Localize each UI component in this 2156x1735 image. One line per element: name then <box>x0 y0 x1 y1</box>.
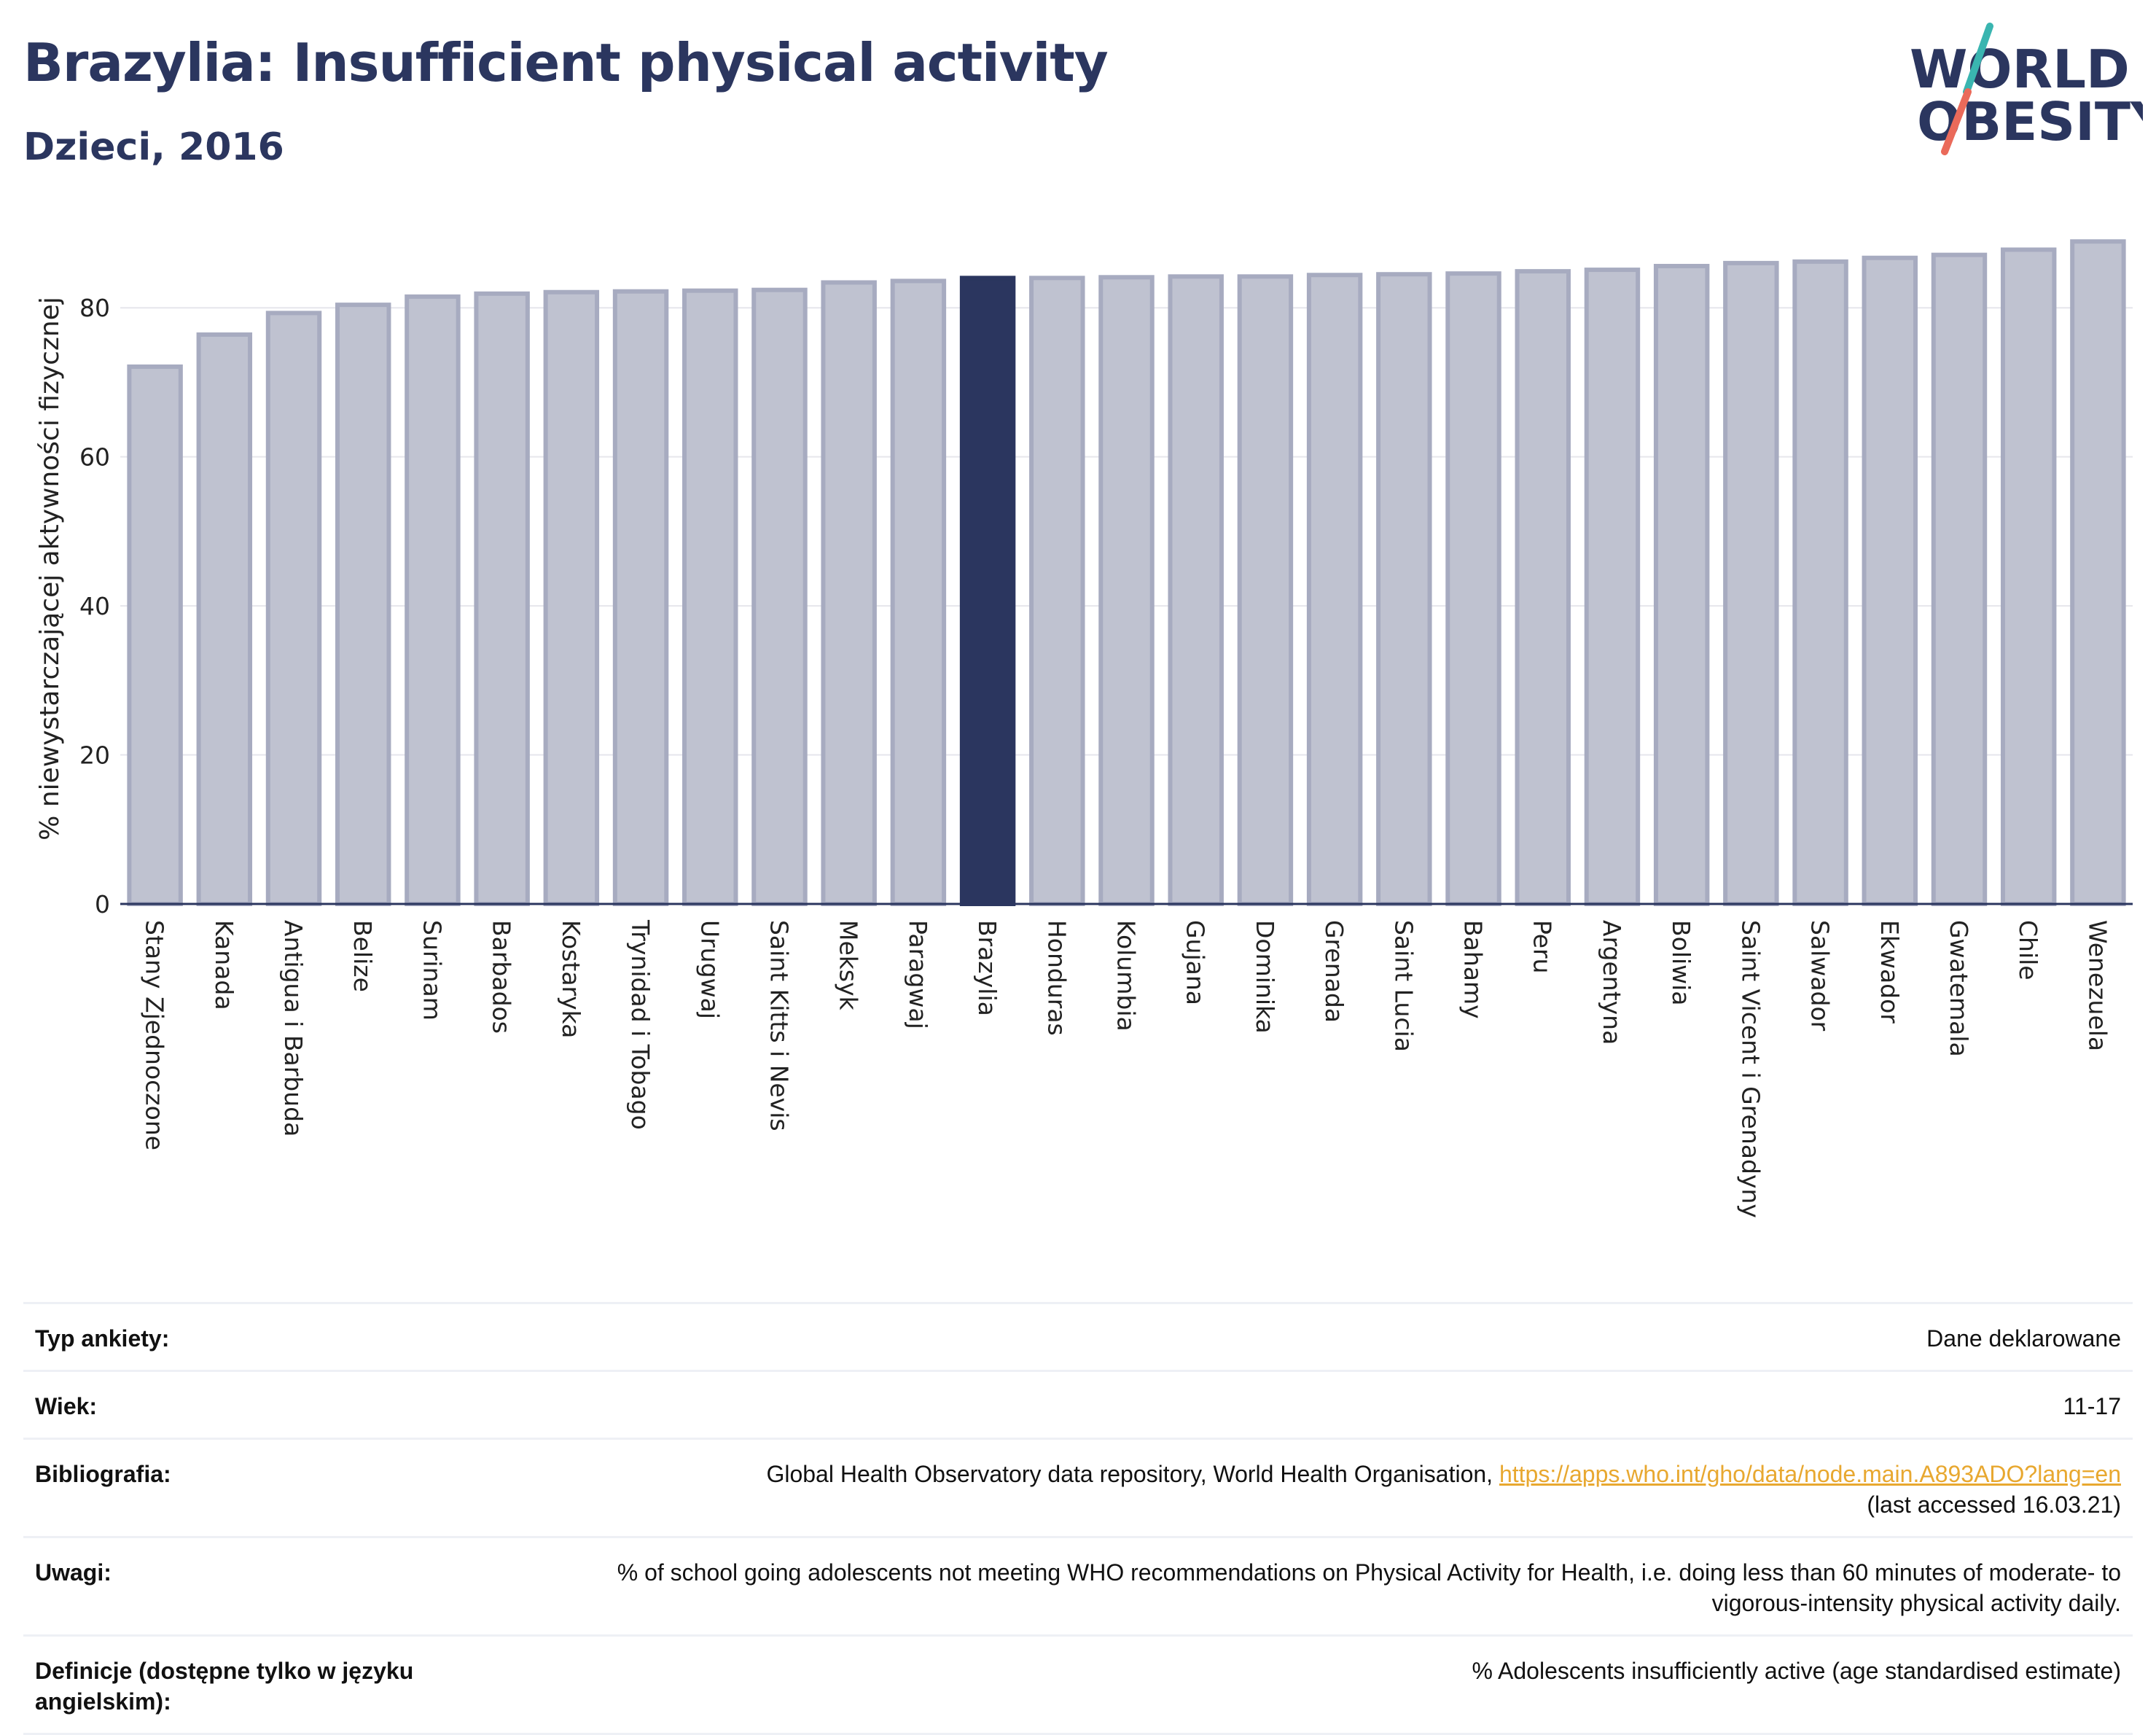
x-axis-ticks: Stany Zjednoczone Kanada Antigua i Barbuda… <box>141 919 2112 1218</box>
note-value-text: % Adolescents insufficiently active (age… <box>1472 1658 2121 1684</box>
note-value: Global Health Observatory data repositor… <box>766 1459 2121 1520</box>
page-title: Brazylia: Insufficient physical activity <box>23 32 1109 93</box>
bar <box>1168 274 1224 907</box>
note-row: Wiek: 11-17 <box>23 1370 2133 1438</box>
x-tick-label: Chile <box>2014 920 2042 980</box>
x-tick-label: Honduras <box>1042 920 1071 1036</box>
x-tick-label: Saint Lucia <box>1389 920 1418 1052</box>
note-label: Uwagi: <box>35 1559 112 1586</box>
x-tick-label: Saint Kitts i Nevis <box>765 920 793 1131</box>
note-row: Bibliografia: Global Health Observatory d… <box>23 1438 2133 1536</box>
bar <box>1931 252 1988 906</box>
x-tick-label: Grenada <box>1320 920 1348 1023</box>
y-axis-ticks: 0 20 40 60 80 <box>79 294 110 919</box>
bar <box>196 332 253 906</box>
x-tick-label: Urugwaj <box>695 920 724 1019</box>
x-tick-label: Meksyk <box>835 920 863 1011</box>
x-tick-label: Belize <box>348 920 377 992</box>
bar <box>1237 274 1294 907</box>
note-label: Typ ankiety: <box>35 1325 170 1352</box>
bar <box>751 287 808 906</box>
note-value: Dane deklarowane <box>1926 1323 2121 1354</box>
logo-word-world: WORLD <box>1910 39 2130 100</box>
x-tick-label: Ekwador <box>1875 920 1904 1024</box>
x-tick-label: Brazylia <box>973 920 1001 1016</box>
world-obesity-logo: WORLD OBESITY <box>1910 23 2143 155</box>
bar-chart: 0 20 40 60 80 Stany Zjednoczone Kanada Antigua… <box>35 239 2133 1218</box>
logo-slash-coral <box>1941 88 1972 155</box>
bar <box>1306 273 1363 906</box>
notes-table: Typ ankiety: Dane deklarowane Wiek: 11-17 Bi… <box>23 1302 2133 1735</box>
x-tick-label: Saint Vicent i Grenadyny <box>1736 920 1765 1218</box>
x-tick-label: Trynidad i Tobago <box>626 919 655 1130</box>
y-tick-label: 40 <box>79 592 110 620</box>
x-tick-label: Dominika <box>1251 920 1279 1034</box>
bar <box>1653 263 1710 906</box>
bar <box>1515 269 1571 906</box>
bar <box>890 278 947 906</box>
bar <box>682 288 738 906</box>
bar <box>405 294 461 906</box>
x-tick-label: Paragwaj <box>904 920 932 1029</box>
note-value-text: % of school going adolescents not meetin… <box>617 1559 2121 1616</box>
bars <box>127 239 2126 907</box>
bar <box>543 289 600 906</box>
note-value-text: Global Health Observatory data repositor… <box>766 1461 1499 1487</box>
x-tick-label: Peru <box>1528 920 1557 974</box>
bar <box>1723 260 1779 906</box>
bar <box>1098 275 1155 907</box>
y-tick-label: 80 <box>79 294 110 322</box>
x-tick-label: Boliwia <box>1667 920 1695 1006</box>
bar <box>265 311 322 906</box>
bar <box>2070 239 2126 906</box>
bar <box>1029 276 1085 907</box>
note-row: Uwagi: % of school going adolescents not … <box>23 1536 2133 1634</box>
bar <box>1445 271 1501 906</box>
bar <box>1376 272 1432 906</box>
x-tick-label: Kolumbia <box>1112 920 1141 1032</box>
x-tick-label: Salwador <box>1806 920 1835 1032</box>
x-tick-label: Barbados <box>488 920 516 1034</box>
y-tick-label: 0 <box>95 890 110 919</box>
page-subtitle: Dzieci, 2016 <box>23 125 284 169</box>
x-tick-label: Wenezuela <box>2083 920 2112 1051</box>
note-value: 11-17 <box>2063 1391 2121 1422</box>
x-tick-label: Argentyna <box>1598 920 1626 1045</box>
y-tick-label: 20 <box>79 741 110 770</box>
y-tick-label: 60 <box>79 443 110 472</box>
x-tick-label: Kanada <box>210 920 238 1010</box>
note-value-text: Dane deklarowane <box>1926 1325 2121 1352</box>
y-axis-label: % niewystarczającej aktywności fizycznej <box>35 297 65 841</box>
note-row: Typ ankiety: Dane deklarowane <box>23 1302 2133 1370</box>
bar <box>1862 255 1918 906</box>
note-label: Bibliografia: <box>35 1461 171 1487</box>
x-tick-label: Gwatemala <box>1945 920 1973 1057</box>
bar <box>821 280 877 906</box>
note-value-extra: (last accessed 16.03.21) <box>1867 1492 2121 1518</box>
note-label: Definicje (dostępne tylko w języku angie… <box>35 1658 414 1715</box>
note-value: % of school going adolescents not meetin… <box>517 1557 2121 1618</box>
note-label: Wiek: <box>35 1393 98 1419</box>
note-value: % Adolescents insufficiently active (age… <box>1472 1656 2121 1686</box>
bar <box>127 364 183 906</box>
x-tick-label: Surinam <box>418 920 446 1021</box>
bar <box>612 289 669 906</box>
logo-slash-teal <box>1963 23 1993 95</box>
bibliography-link[interactable]: https://apps.who.int/gho/data/node.main.… <box>1499 1461 2121 1487</box>
x-tick-label: Kostaryka <box>557 920 585 1038</box>
x-tick-label: Antigua i Barbuda <box>279 920 308 1136</box>
x-tick-label: Stany Zjednoczone <box>141 920 169 1150</box>
bar <box>2000 247 2057 906</box>
bar <box>1792 259 1848 907</box>
x-tick-label: Gujana <box>1181 920 1210 1005</box>
bar-highlight <box>959 276 1016 907</box>
bar <box>335 303 391 906</box>
x-tick-label: Bahamy <box>1459 920 1488 1019</box>
bar <box>474 291 530 907</box>
note-row: Definicje (dostępne tylko w języku angie… <box>23 1634 2133 1735</box>
note-value-text: 11-17 <box>2063 1393 2121 1419</box>
bar <box>1584 268 1641 907</box>
